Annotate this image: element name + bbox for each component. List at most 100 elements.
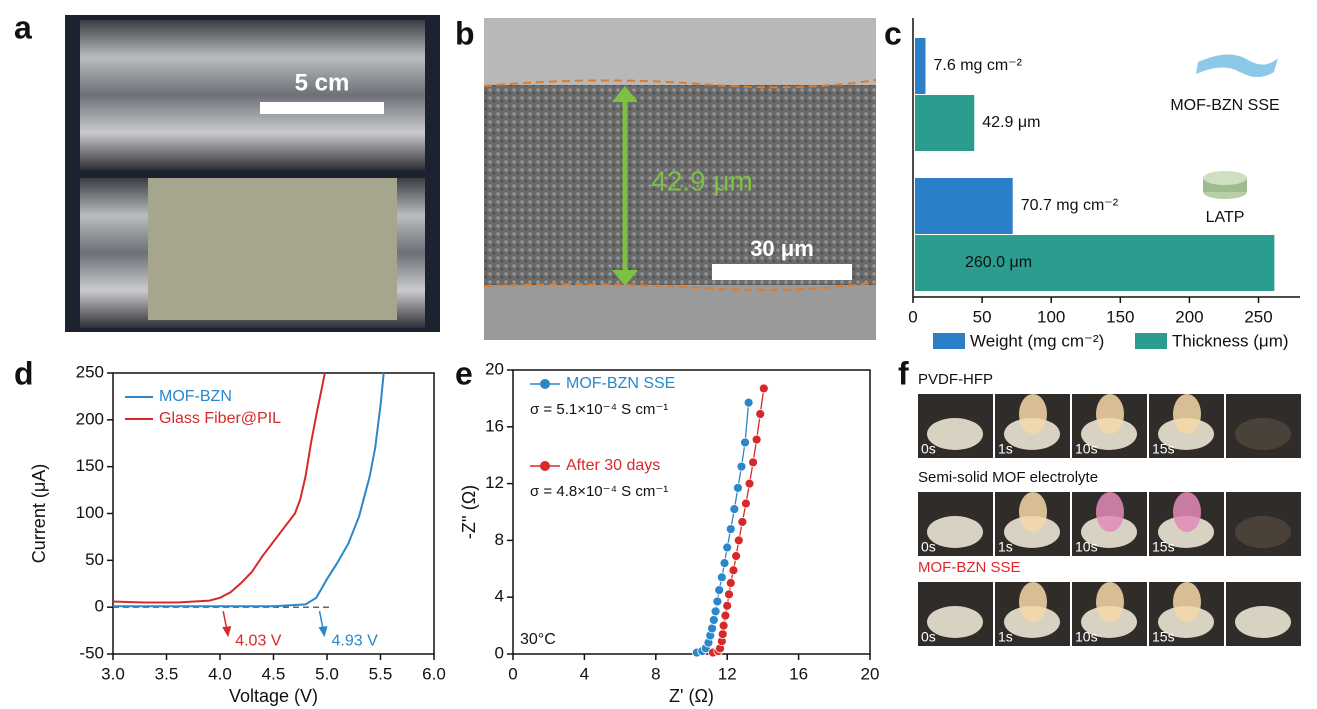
sigma-label: σ = 5.1×10⁻⁴ S cm⁻¹ — [530, 401, 668, 418]
point — [722, 542, 733, 553]
sample — [927, 606, 983, 638]
x-tick-label: 12 — [718, 664, 737, 683]
panel-label: c — [884, 15, 902, 51]
point — [722, 600, 733, 611]
x-tick-label: 16 — [789, 664, 808, 683]
series-line — [113, 372, 385, 608]
time-label: 1s — [998, 539, 1013, 555]
flame — [1173, 492, 1201, 532]
legend-label: Glass Fiber@PIL — [159, 410, 281, 427]
time-label: 15s — [1152, 629, 1175, 645]
flame — [1019, 394, 1047, 434]
time-label: 10s — [1075, 539, 1098, 555]
x-tick-label: 8 — [651, 664, 660, 683]
roller — [80, 20, 425, 170]
point — [714, 585, 725, 595]
x-tick-label: 50 — [973, 307, 992, 326]
y-tick-label: 16 — [485, 416, 504, 435]
value-label: 42.9 μm — [982, 114, 1040, 131]
y-tick-label: 4 — [495, 587, 504, 606]
panel-label: a — [14, 9, 32, 45]
sample — [1235, 606, 1291, 638]
point — [712, 596, 723, 607]
onset-label: 4.93 V — [332, 632, 379, 649]
plot-frame — [512, 369, 871, 655]
point — [744, 478, 755, 489]
y-tick-label: 150 — [76, 456, 104, 475]
legend-marker — [540, 461, 550, 471]
point — [710, 606, 721, 617]
substrate — [484, 285, 876, 340]
x-tick-label: 6.0 — [422, 664, 446, 683]
point — [758, 383, 769, 394]
sample — [1004, 606, 1060, 638]
point — [743, 397, 754, 408]
y-tick-label: 0 — [95, 597, 104, 616]
row-label: PVDF-HFP — [918, 371, 993, 388]
x-tick-label: 150 — [1106, 307, 1134, 326]
arrow-head — [222, 626, 232, 638]
legend-label: Weight (mg cm⁻²) — [970, 331, 1104, 350]
point — [707, 623, 717, 634]
time-label: 10s — [1075, 441, 1098, 457]
sample — [927, 516, 983, 548]
onset-label: 4.03 V — [235, 632, 282, 649]
point — [736, 461, 747, 472]
x-tick-label: 0 — [508, 664, 517, 683]
point — [733, 535, 744, 546]
legend-label: After 30 days — [566, 457, 660, 474]
legend-label: MOF-BZN — [159, 388, 232, 405]
legend-swatch — [1135, 333, 1167, 349]
legend-marker — [540, 379, 550, 389]
x-tick-label: 200 — [1175, 307, 1203, 326]
flame — [1173, 582, 1201, 622]
y-tick-label: 12 — [485, 473, 504, 492]
sample — [1158, 418, 1214, 450]
scale-bar — [260, 102, 384, 114]
y-axis-title: Current (μA) — [29, 464, 49, 563]
time-label: 1s — [998, 441, 1013, 457]
y-tick-label: -50 — [79, 643, 104, 662]
x-tick-label: 20 — [861, 664, 880, 683]
bar — [915, 178, 1013, 234]
sample — [1081, 606, 1137, 638]
sample — [1235, 516, 1291, 548]
flame — [1096, 394, 1124, 434]
y-tick-label: 0 — [495, 643, 504, 662]
point — [724, 589, 734, 600]
x-axis-title: Z' (Ω) — [669, 686, 714, 706]
sample — [927, 418, 983, 450]
row-label: MOF-BZN SSE — [918, 559, 1021, 576]
y-tick-label: 8 — [495, 530, 504, 549]
flame — [1019, 582, 1047, 622]
point — [731, 551, 742, 561]
bar — [915, 38, 926, 94]
thickness-label: 42.9 μm — [651, 165, 753, 196]
category-label: LATP — [1206, 209, 1245, 226]
sample — [1004, 516, 1060, 548]
bar — [915, 235, 1275, 291]
time-label: 0s — [921, 441, 936, 457]
panel-label: d — [14, 355, 34, 391]
x-tick-label: 4 — [580, 664, 589, 683]
scale-bar — [712, 264, 852, 280]
x-tick-label: 250 — [1244, 307, 1272, 326]
panel-label: b — [455, 15, 475, 51]
scale-label: 30 μm — [750, 236, 814, 261]
flame — [1096, 492, 1124, 532]
point — [717, 629, 728, 640]
row-label: Semi-solid MOF electrolyte — [918, 469, 1098, 486]
time-label: 15s — [1152, 441, 1175, 457]
time-label: 10s — [1075, 629, 1098, 645]
point — [719, 558, 730, 569]
sample — [1081, 516, 1137, 548]
y-tick-label: 250 — [76, 362, 104, 381]
icon — [1196, 54, 1278, 77]
point — [737, 517, 748, 527]
x-tick-label: 3.0 — [101, 664, 125, 683]
x-tick-label: 3.5 — [155, 664, 179, 683]
bar — [915, 95, 975, 151]
sample — [1004, 418, 1060, 450]
